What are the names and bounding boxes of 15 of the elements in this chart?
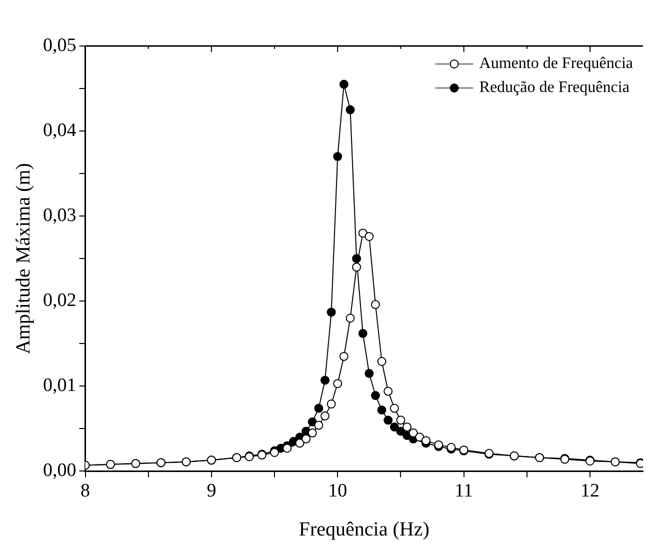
y-tick-label: 0,03 xyxy=(43,205,76,226)
y-tick-label: 0,04 xyxy=(43,120,77,142)
x-tick-label: 9 xyxy=(206,480,216,502)
y-tick-label: 0,02 xyxy=(43,290,76,312)
y-tick-label: 0,01 xyxy=(43,375,76,396)
y-tick-label: 0,05 xyxy=(43,34,76,56)
x-tick-label: 11 xyxy=(454,480,473,502)
y-axis-title: Amplitude Máxima (m) xyxy=(12,163,34,354)
legend-label: Aumento de Frequência xyxy=(479,55,634,72)
x-tick-label: 12 xyxy=(580,480,600,502)
legend-label: Redução de Frequência xyxy=(479,79,630,96)
x-tick-label: 8 xyxy=(80,480,90,502)
x-tick-label: 10 xyxy=(328,480,348,502)
y-tick-label: 0,00 xyxy=(43,460,76,482)
x-axis-title: Frequência (Hz) xyxy=(298,518,430,540)
